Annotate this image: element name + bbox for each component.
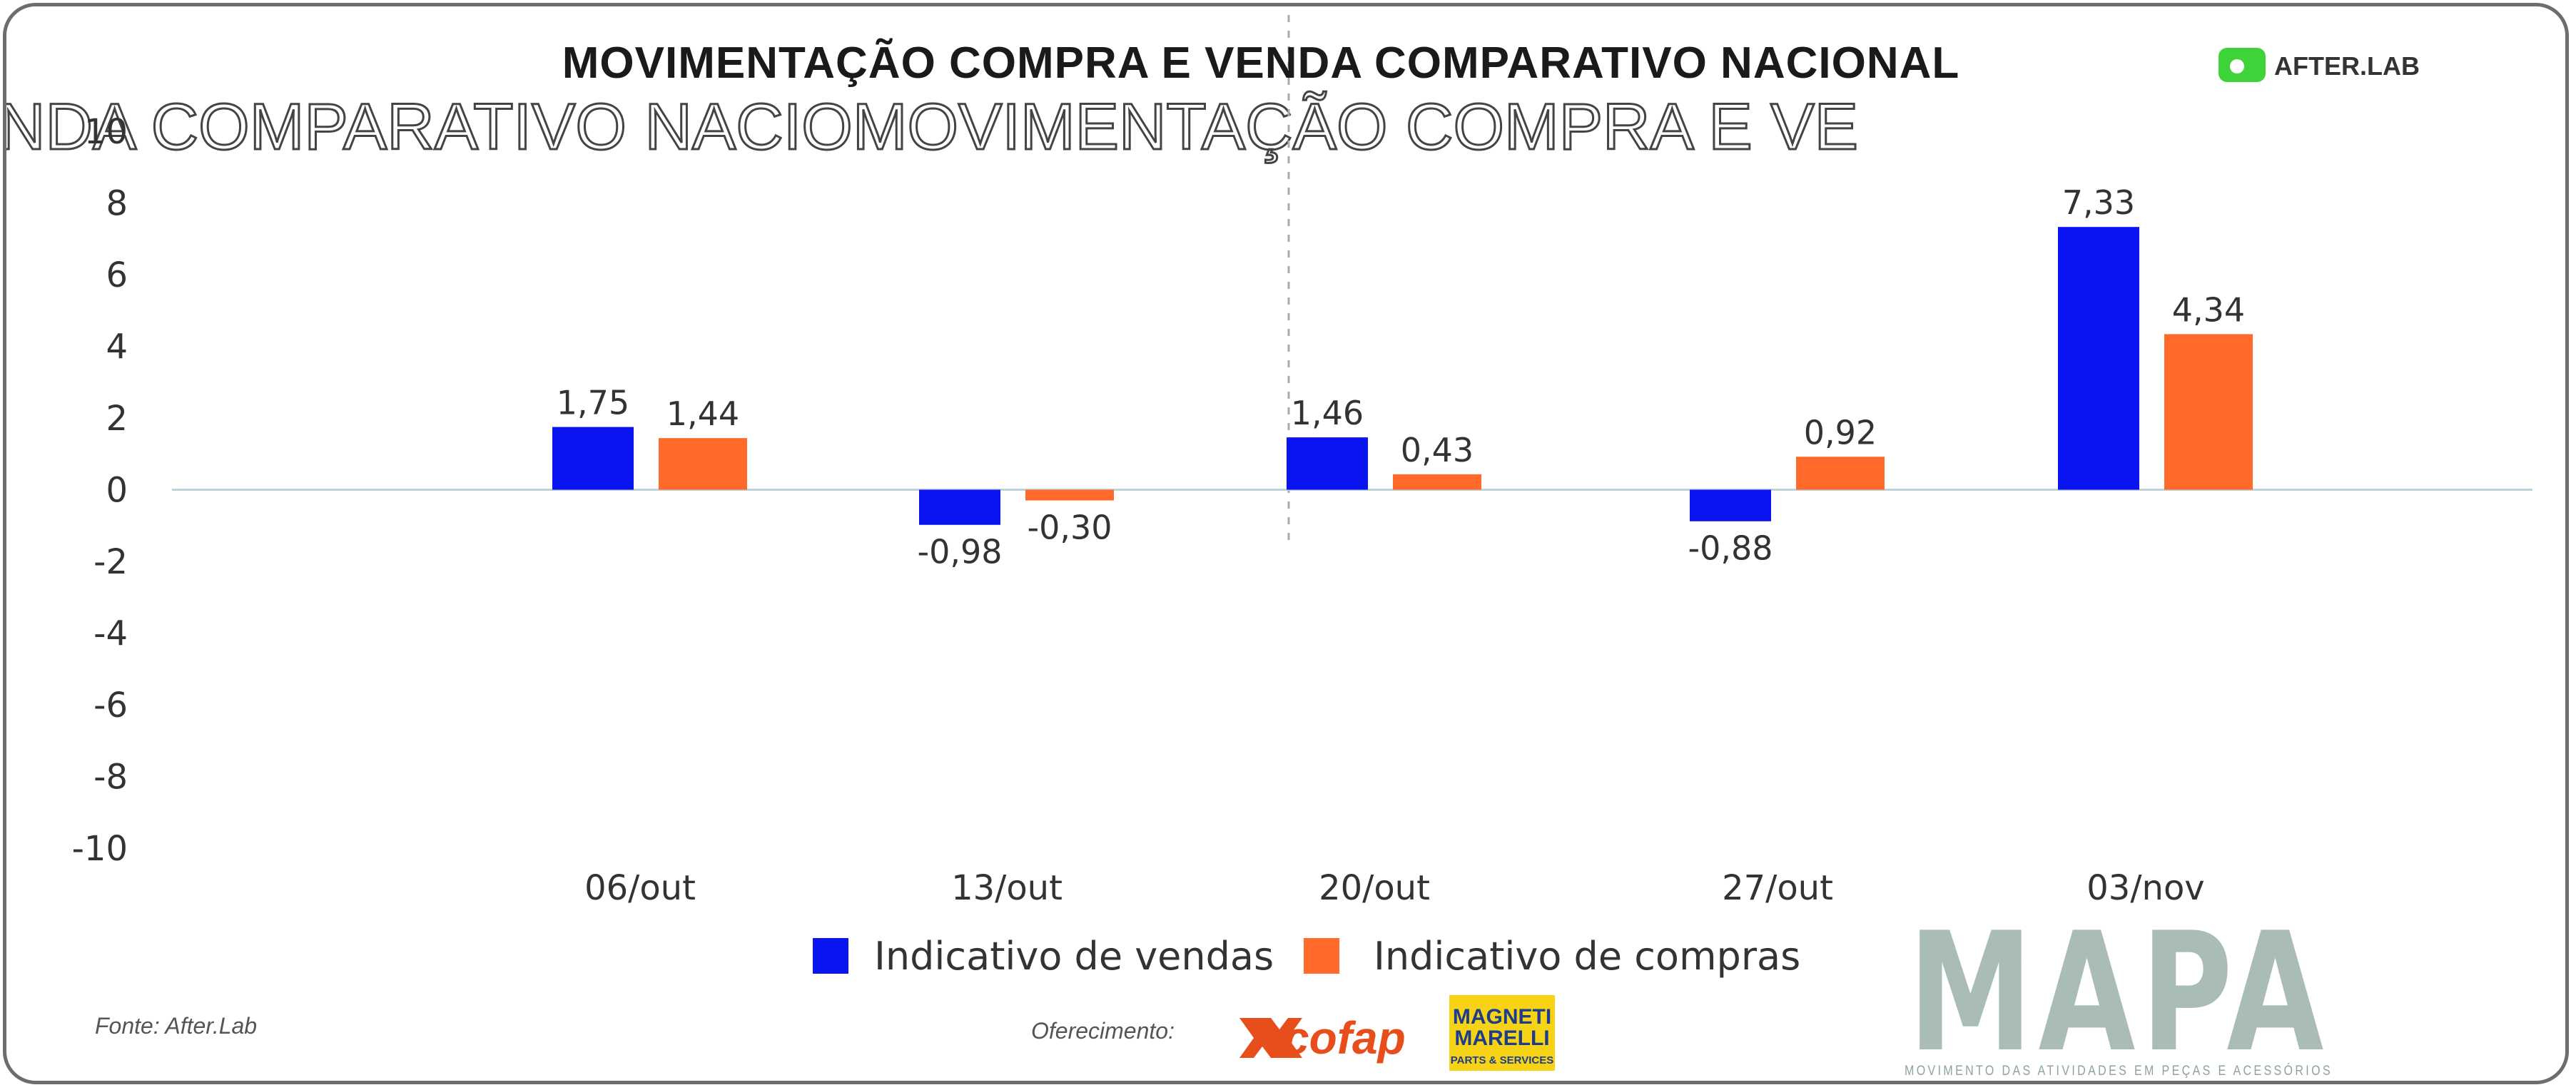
bar-vendas-3 (1690, 489, 1771, 521)
y-tick-label: -8 (93, 758, 128, 798)
data-label-compras-1: -0,30 (1027, 509, 1112, 547)
y-tick-label: 6 (106, 255, 128, 295)
chart-title: MOVIMENTAÇÃO COMPRA E VENDA COMPARATIVO … (562, 39, 1960, 88)
chart-frame: NDA COMPARATIVO NACIOMOVIMENTAÇÃO COMPRA… (3, 3, 2569, 1084)
y-axis: 10 8 6 4 2 0 -2 -4 -6 -8 -10 (72, 112, 128, 869)
cofap-x-icon (1239, 1018, 1302, 1058)
bar-compras-2 (1393, 474, 1481, 490)
afterlab-logo: AFTER.LAB (2218, 48, 2420, 82)
legend: Indicativo de vendas Indicativo de compr… (813, 934, 1800, 979)
data-label-vendas-2: 1,46 (1291, 394, 1364, 432)
y-tick-label: 0 (106, 471, 128, 511)
y-tick-label: -2 (93, 542, 128, 582)
bar-compras-3 (1796, 457, 1885, 490)
mapa-logo: MAPA MOVIMENTO DAS ATIVIDADES EM PEÇAS E… (1905, 898, 2333, 1084)
magneti-badge (1449, 995, 1555, 1071)
magneti-line3: PARTS & SERVICES (1451, 1054, 1553, 1066)
data-label-compras-2: 0,43 (1401, 431, 1474, 469)
legend-swatch-vendas (813, 938, 848, 974)
bar-vendas-1 (919, 489, 1000, 525)
data-label-vendas-4: 7,33 (2062, 183, 2135, 222)
magneti-marelli-logo: MAGNETI MARELLI PARTS & SERVICES (1449, 995, 1555, 1071)
data-label-vendas-3: -0,88 (1688, 529, 1773, 568)
bar-vendas-2 (1287, 437, 1368, 490)
bar-compras-1 (1025, 489, 1114, 501)
bar-vendas-4 (2058, 227, 2139, 490)
cofap-logo: cofap (1239, 1012, 1406, 1064)
cofap-text: cofap (1284, 1012, 1406, 1064)
chart-svg: NDA COMPARATIVO NACIOMOVIMENTAÇÃO COMPRA… (6, 15, 2532, 1084)
mapa-tagline: MOVIMENTO DAS ATIVIDADES EM PEÇAS E ACES… (1905, 1063, 2333, 1079)
source-note: Fonte: After.Lab (95, 1013, 257, 1039)
magneti-line1: MAGNETI (1453, 1005, 1551, 1029)
data-label-compras-3: 0,92 (1804, 413, 1877, 452)
magneti-line2: MARELLI (1454, 1027, 1549, 1050)
bar-vendas-0 (552, 427, 634, 490)
data-label-vendas-0: 1,75 (557, 384, 629, 422)
data-label-vendas-1: -0,98 (917, 533, 1002, 571)
x-tick-label: 20/out (1319, 868, 1430, 908)
y-tick-label: -6 (93, 686, 128, 725)
data-label-compras-4: 4,34 (2172, 290, 2245, 329)
afterlab-text: AFTER.LAB (2274, 51, 2420, 81)
y-tick-label: -10 (72, 829, 128, 869)
category-labels: 06/out 13/out 20/out 27/out 03/nov (584, 868, 2205, 908)
legend-label-compras: Indicativo de compras (1374, 934, 1800, 979)
legend-swatch-compras (1304, 938, 1339, 974)
x-tick-label: 03/nov (2086, 868, 2204, 908)
legend-label-vendas: Indicativo de vendas (874, 934, 1274, 979)
bar-compras-0 (659, 438, 747, 490)
y-tick-label: 10 (84, 112, 128, 152)
x-tick-label: 27/out (1722, 868, 1833, 908)
sponsor-label: Oferecimento: (1031, 1018, 1175, 1044)
ghost-title: NDA COMPARATIVO NACIOMOVIMENTAÇÃO COMPRA… (6, 91, 1858, 163)
y-tick-label: 4 (106, 327, 128, 367)
bar-compras-4 (2164, 334, 2253, 490)
x-tick-label: 13/out (951, 868, 1063, 908)
data-label-compras-0: 1,44 (666, 394, 739, 433)
mapa-wordmark: MAPA (1908, 898, 2329, 1084)
y-tick-label: 2 (106, 399, 128, 439)
y-tick-label: -4 (93, 614, 128, 654)
bars-group: 1,75 1,44 -0,98 -0,30 1,46 0,43 -0,88 0,92 7,33 4… (552, 183, 2253, 571)
x-tick-label: 06/out (584, 868, 696, 908)
y-tick-label: 8 (106, 184, 128, 224)
